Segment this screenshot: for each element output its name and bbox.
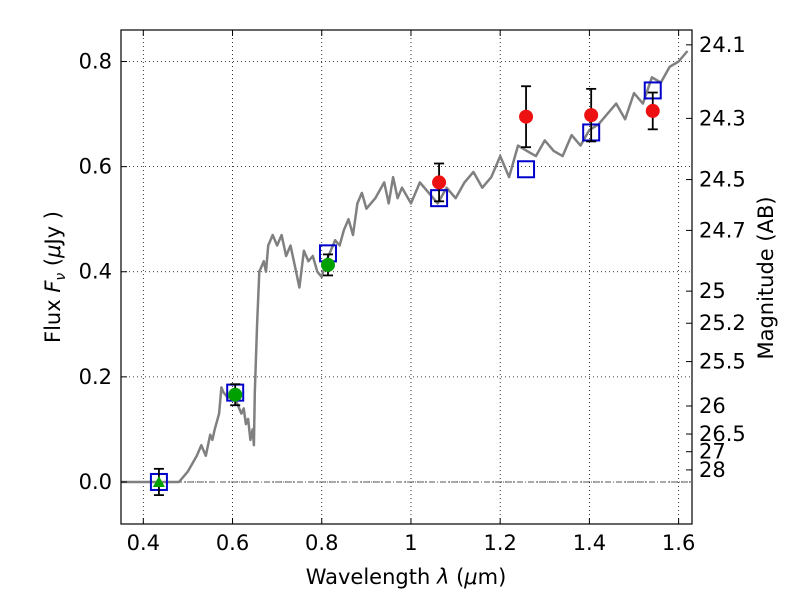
observed-photometry-point [432, 175, 447, 190]
upper-limit-marker [152, 475, 165, 487]
observed-photometry-point [519, 109, 534, 124]
observed-photometry-point [645, 103, 660, 118]
x-tick-label: 1.2 [483, 531, 516, 555]
magnitude-tick-label: 27 [699, 440, 726, 464]
x-axis-label: Wavelength λ (μm) [306, 565, 507, 589]
magnitude-tick-label: 24.5 [699, 168, 746, 192]
y-tick-label: 0.0 [79, 470, 112, 494]
observed-photometry-point [228, 387, 243, 402]
y-tick-label: 0.2 [79, 365, 112, 389]
model-photometry-point [517, 160, 536, 179]
x-tick-label: 0.8 [305, 531, 338, 555]
magnitude-axis-label: Magnitude (AB) [754, 196, 778, 359]
magnitude-tick-label: 26 [699, 394, 726, 418]
plot-series [121, 50, 689, 496]
y-tick-label: 0.6 [79, 155, 112, 179]
x-tick-label: 1 [404, 531, 417, 555]
magnitude-tick-label: 24.1 [699, 33, 746, 57]
y-axis-label: Flux Fν (μJy ) [41, 211, 69, 343]
observed-photometry-point [320, 257, 335, 272]
y-tick-label: 0.4 [79, 260, 112, 284]
y-tick-label: 0.8 [79, 50, 112, 74]
observed-photometry-point [584, 108, 599, 123]
magnitude-tick-label: 24.3 [699, 106, 746, 130]
spectrum-line [121, 50, 689, 484]
x-axis-ticks: 0.4 0.6 0.8 1 1.2 1.4 1.6 [127, 30, 695, 555]
x-tick-label: 0.6 [216, 531, 249, 555]
magnitude-tick-label: 25.2 [699, 311, 746, 335]
magnitude-tick-label: 24.7 [699, 218, 746, 242]
magnitude-tick-label: 26.5 [699, 422, 746, 446]
magnitude-tick-label: 25.5 [699, 350, 746, 374]
magnitude-tick-label: 28 [699, 458, 726, 482]
plot-frame [120, 29, 693, 525]
x-tick-label: 0.4 [127, 531, 160, 555]
x-tick-label: 1.6 [662, 531, 695, 555]
y-axis-ticks: 0.0 0.2 0.4 0.6 0.8 [79, 50, 127, 494]
magnitude-tick-label: 25 [699, 279, 726, 303]
x-tick-label: 1.4 [573, 531, 606, 555]
